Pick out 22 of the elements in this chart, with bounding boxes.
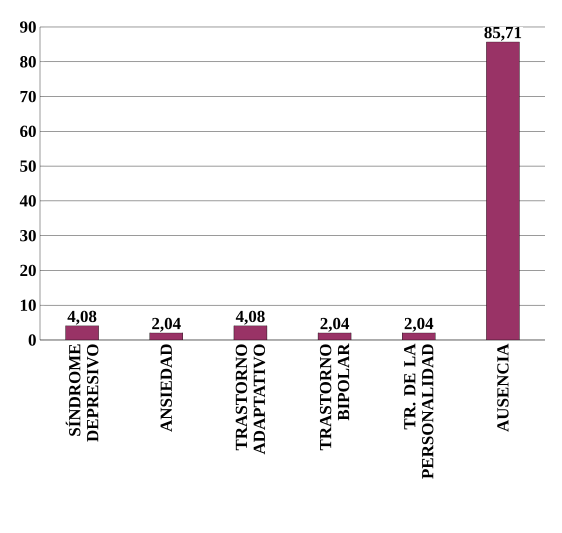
x-tick-label: TR. DE LA PERSONALIDAD: [404, 344, 434, 479]
y-tick-label: 30: [20, 230, 36, 242]
data-label: 2,04: [152, 318, 181, 332]
y-tick-label: 20: [20, 264, 36, 276]
y-tick-label: 50: [20, 160, 36, 172]
x-tick-label: SÍNDROME DEPRESIVO: [66, 344, 98, 442]
x-tick-label: TRASTORNO ADAPTATIVO: [236, 344, 266, 454]
y-tick-label: 10: [20, 299, 36, 311]
y-tick-label: 40: [20, 195, 36, 207]
y-tick-label: 80: [20, 56, 36, 68]
x-tick-label: AUSENCIA: [497, 344, 509, 432]
y-tick-label: 90: [20, 21, 36, 33]
x-tick-label: ANSIEDAD: [160, 344, 172, 432]
data-label: 2,04: [404, 318, 434, 332]
data-label: 4,08: [236, 310, 265, 325]
data-label: 4,08: [68, 310, 96, 325]
x-tick-label: TRASTORNO BIPOLAR: [320, 343, 350, 450]
data-label: 2,04: [320, 318, 350, 332]
y-tick-label: 70: [20, 90, 36, 102]
data-label: 85,71: [484, 26, 522, 41]
y-tick-label: 0: [28, 334, 36, 346]
y-tick-label: 60: [20, 126, 36, 138]
